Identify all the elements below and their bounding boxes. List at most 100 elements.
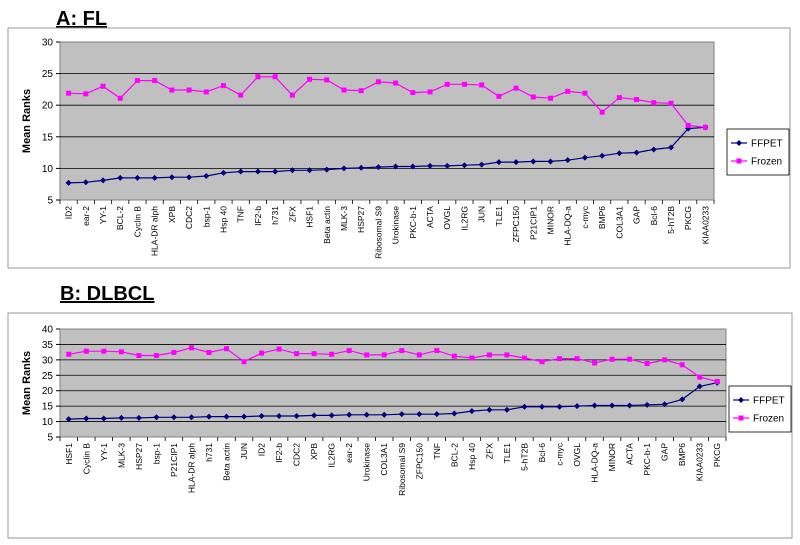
data-point-ffpet (346, 411, 353, 418)
data-point-ffpet (468, 408, 475, 415)
y-tick-label: 5 (47, 433, 53, 444)
data-point-ffpet (626, 402, 633, 409)
category-label: PKC-b-1 (642, 443, 652, 476)
legend-label-frozen: Frozen (751, 157, 782, 168)
legend-box (728, 385, 792, 433)
data-point-ffpet (83, 415, 90, 422)
category-label: BMP6 (677, 443, 687, 466)
data-point-ffpet (272, 168, 279, 175)
data-point-frozen (66, 90, 72, 96)
category-label: ZFX (287, 206, 297, 222)
data-point-frozen (410, 90, 416, 96)
data-point-ffpet (633, 149, 640, 156)
data-point-ffpet (203, 172, 210, 179)
data-point-frozen (188, 345, 194, 351)
category-label: Bcl-6 (537, 443, 547, 463)
category-label: IF2-b (274, 443, 284, 463)
data-point-ffpet (375, 164, 382, 171)
data-point-frozen (496, 93, 502, 99)
data-point-frozen (307, 76, 313, 82)
data-point-frozen (434, 348, 440, 354)
y-tick-label: 40 (42, 325, 54, 336)
category-label: ID2 (257, 443, 267, 457)
category-label: TNF (432, 443, 442, 460)
series-line-frozen (68, 76, 706, 128)
category-label: BCL-2 (449, 443, 459, 467)
data-point-frozen (381, 352, 387, 358)
data-point-frozen (557, 356, 562, 362)
data-point-frozen (153, 353, 159, 359)
data-point-frozen (169, 87, 175, 93)
category-label: P21CIP1 (169, 443, 179, 477)
category-label: 5-hT2B (519, 443, 529, 471)
category-label: ID2 (64, 206, 74, 220)
data-point-ffpet (495, 159, 502, 166)
data-point-ffpet (591, 402, 598, 409)
category-label: c-myc (580, 205, 590, 228)
data-point-ffpet (547, 158, 554, 165)
category-label: Urokinase (391, 206, 401, 245)
data-point-frozen (592, 360, 598, 366)
data-point-ffpet (118, 414, 125, 421)
category-label: P21CIP1 (528, 206, 538, 240)
data-point-ffpet (530, 158, 537, 165)
data-point-frozen (272, 74, 278, 80)
data-point-frozen (574, 356, 580, 362)
data-point-frozen (469, 355, 475, 361)
data-point-frozen (238, 92, 244, 98)
data-point-frozen (644, 361, 650, 367)
data-point-ffpet (679, 396, 686, 403)
category-label: HSF1 (64, 443, 74, 465)
category-label: HLA-DQ-a (563, 206, 573, 246)
data-point-frozen (203, 89, 209, 95)
y-tick-label: 15 (42, 132, 54, 143)
panel-b-title: B: DLBCL (60, 283, 155, 305)
data-point-ffpet (311, 412, 318, 419)
category-label: KIAA0233 (695, 443, 705, 482)
data-point-ffpet (650, 146, 657, 153)
data-point-ffpet (293, 413, 300, 420)
data-point-frozen (627, 356, 633, 362)
data-point-ffpet (478, 161, 485, 168)
category-label: PKCG (683, 206, 693, 230)
data-point-frozen (136, 353, 142, 359)
data-point-frozen (66, 351, 72, 357)
data-point-ffpet (276, 413, 283, 420)
data-point-frozen (582, 90, 588, 96)
y-tick-label: 20 (42, 386, 54, 397)
data-point-frozen (504, 352, 510, 358)
plot-area (59, 41, 715, 201)
category-label: MINOR (607, 443, 617, 471)
data-point-frozen (186, 87, 192, 93)
data-point-ffpet (444, 162, 451, 169)
y-tick-label: 30 (42, 355, 54, 366)
category-label: 5-hT2B (666, 206, 676, 234)
y-tick-label: 10 (42, 164, 54, 175)
category-label: IL2RG (327, 443, 337, 468)
data-point-frozen (294, 351, 300, 357)
data-point-ffpet (409, 163, 416, 170)
data-point-frozen (539, 359, 545, 365)
data-point-ffpet (427, 162, 434, 169)
category-label: YY-1 (98, 206, 108, 224)
data-point-ffpet (205, 413, 212, 420)
data-point-ffpet (65, 416, 72, 423)
data-point-frozen (341, 87, 347, 93)
data-point-frozen (548, 95, 553, 101)
data-point-frozen (346, 348, 352, 354)
data-point-frozen (679, 362, 685, 368)
plot-area (59, 328, 727, 438)
legend: FFPET Frozen (728, 385, 792, 433)
data-point-ffpet (461, 162, 468, 169)
category-label: Cyclin B (81, 443, 91, 475)
category-label: PKC-b-1 (408, 206, 418, 239)
data-point-ffpet (513, 159, 520, 166)
data-point-frozen (668, 100, 674, 106)
data-point-ffpet (328, 412, 335, 419)
data-point-frozen (479, 82, 485, 88)
data-point-frozen (427, 89, 433, 95)
legend: FFPET Frozen (726, 128, 790, 176)
category-label: ZFPC150 (511, 206, 521, 243)
data-point-frozen (451, 353, 457, 359)
data-point-ffpet (599, 152, 606, 159)
